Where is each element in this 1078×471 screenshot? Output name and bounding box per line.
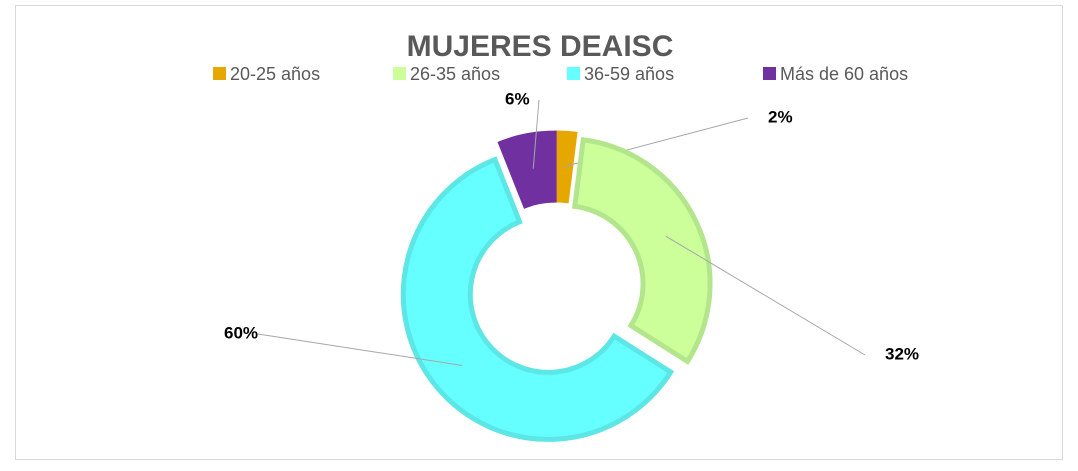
legend-label: Más de 60 años (780, 64, 908, 84)
donut-slice (400, 156, 675, 442)
legend-swatch (567, 67, 580, 80)
leader-line (665, 235, 866, 356)
data-label: 2% (768, 107, 793, 126)
legend-label: 26-35 años (410, 64, 500, 84)
chart-title: MUJERES DEAISC (407, 30, 674, 63)
leader-line (257, 333, 463, 366)
leader-line (532, 99, 540, 169)
legend-swatch (763, 67, 776, 80)
legend-label: 20-25 años (230, 64, 320, 84)
data-label: 60% (224, 323, 258, 342)
data-label: 6% (505, 89, 530, 108)
donut-slice (572, 137, 713, 365)
legend-label: 36-59 años (584, 64, 674, 84)
legend-swatch (393, 67, 406, 80)
donut-slice (554, 130, 578, 204)
donut-slice (497, 130, 557, 209)
legend-swatch (213, 67, 226, 80)
data-label: 32% (885, 344, 919, 363)
